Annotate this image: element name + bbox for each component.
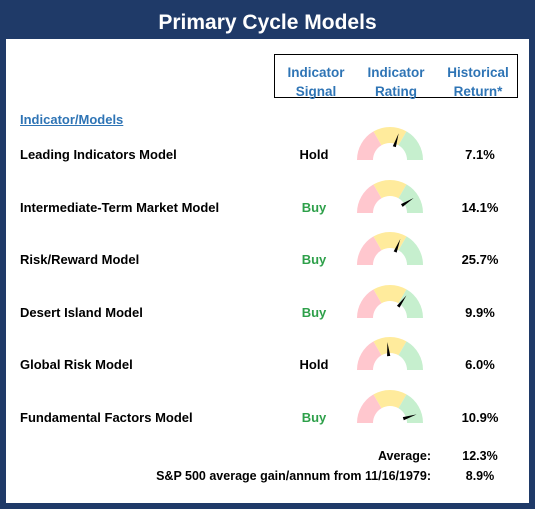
page-title: Primary Cycle Models — [6, 6, 529, 39]
gauge-yellow-band — [373, 127, 407, 146]
model-return: 14.1% — [461, 199, 499, 215]
model-name: Global Risk Model — [20, 357, 133, 372]
model-row: Leading Indicators Model Hold 7.1% — [6, 127, 529, 199]
model-name: Intermediate-Term Market Model — [20, 199, 220, 215]
rating-gauge — [357, 284, 423, 318]
gauge-green-band — [398, 183, 423, 213]
gauge-green-band — [398, 341, 423, 370]
gauge-red-band — [357, 236, 382, 265]
average-value: 12.3% — [462, 449, 498, 463]
gauge-red-band — [357, 183, 382, 213]
gauge-red-band — [357, 341, 382, 370]
model-row: Risk/Reward Model Buy 25.7% — [6, 232, 529, 304]
model-signal: Hold — [299, 147, 329, 162]
model-name: Desert Island Model — [20, 304, 143, 320]
model-name: Leading Indicators Model — [20, 147, 177, 162]
model-signal: Buy — [301, 252, 327, 267]
rating-gauge — [357, 232, 423, 265]
gauge-needle — [400, 197, 414, 207]
header-indicator-rating: Indicator Rating — [367, 65, 425, 99]
gauge-yellow-band — [373, 337, 407, 356]
model-name: Risk/Reward Model — [20, 252, 140, 267]
rating-gauge — [357, 337, 423, 370]
model-return: 25.7% — [461, 252, 499, 267]
gauge-yellow-band — [373, 389, 407, 408]
model-signal: Hold — [299, 357, 329, 372]
gauge-needle — [393, 238, 401, 253]
rating-gauge — [357, 389, 423, 423]
sp500-label: S&P 500 average gain/annum from 11/16/19… — [156, 469, 431, 483]
gauge-needle — [402, 413, 417, 420]
model-return: 9.9% — [465, 304, 495, 320]
header-historical-return: Historical Return* — [447, 65, 509, 99]
header-indicator-signal: Indicator Signal — [287, 65, 345, 99]
model-row: Intermediate-Term Market Model Buy 14.1% — [6, 179, 529, 252]
gauge-green-band — [398, 288, 423, 318]
model-name: Fundamental Factors Model — [20, 409, 193, 425]
sp500-row: S&P 500 average gain/annum from 11/16/19… — [6, 469, 529, 487]
section-label: Indicator/Models — [20, 112, 124, 127]
model-return: 6.0% — [465, 357, 495, 372]
gauge-needle — [387, 342, 391, 357]
model-signal: Buy — [301, 409, 327, 425]
model-row: Fundamental Factors Model Buy 10.9% — [6, 389, 529, 462]
gauge-needle — [396, 294, 407, 308]
sp500-value: 8.9% — [465, 469, 495, 483]
model-row: Global Risk Model Hold 6.0% — [6, 337, 529, 409]
rating-gauge — [357, 179, 423, 213]
average-label: Average: — [377, 449, 431, 463]
gauge-red-band — [357, 393, 382, 423]
rating-gauge — [357, 127, 423, 160]
model-return: 7.1% — [465, 147, 495, 162]
model-row: Desert Island Model Buy 9.9% — [6, 284, 529, 357]
average-row: Average: 12.3% — [6, 449, 529, 467]
model-signal: Buy — [301, 199, 327, 215]
column-header-box: Indicator Signal Indicator Rating Histor… — [274, 54, 518, 99]
gauge-red-band — [357, 131, 382, 160]
gauge-needle — [392, 133, 399, 148]
gauge-red-band — [357, 288, 382, 318]
gauge-yellow-band — [373, 179, 407, 198]
gauge-green-band — [398, 131, 423, 160]
gauge-yellow-band — [373, 284, 407, 303]
model-signal: Buy — [301, 304, 327, 320]
gauge-green-band — [398, 236, 423, 265]
gauge-green-band — [398, 393, 423, 423]
model-return: 10.9% — [461, 409, 499, 425]
